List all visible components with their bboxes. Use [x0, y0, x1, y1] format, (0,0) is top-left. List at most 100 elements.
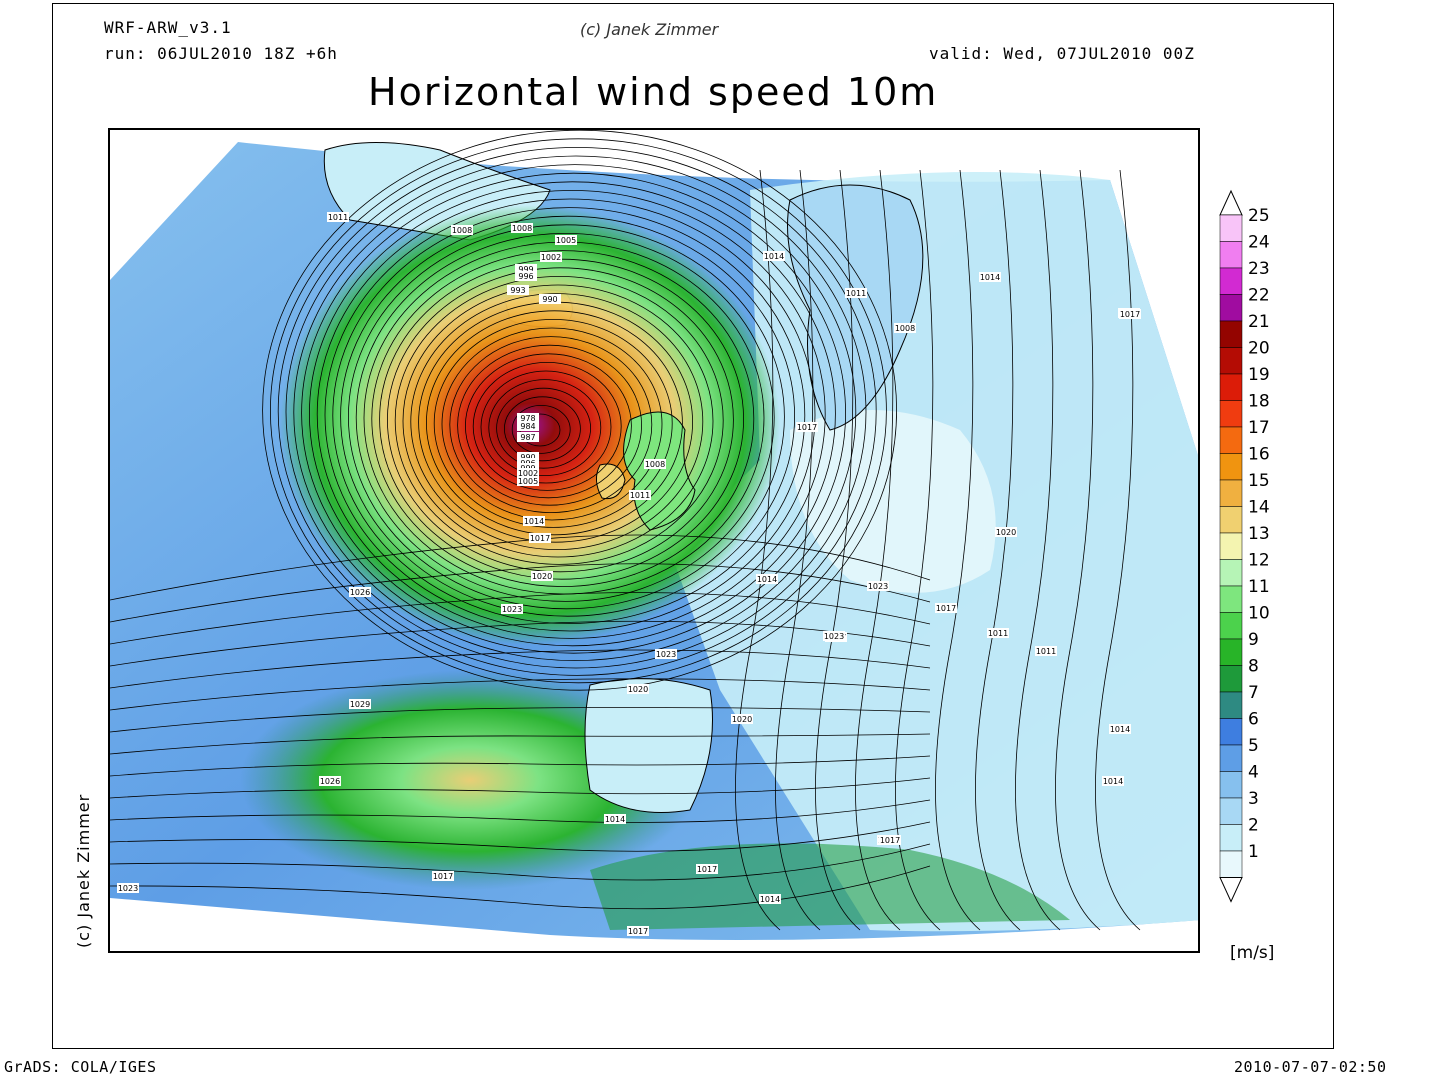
isobar-label: 1014: [1110, 725, 1130, 734]
isobar: [464, 353, 632, 499]
isobar: [449, 336, 653, 514]
isobar: [371, 250, 755, 588]
isobar-label-box: [327, 212, 349, 222]
isobar-label: 1020: [532, 572, 552, 581]
isobar-label-box: [629, 490, 651, 500]
isobar: [269, 138, 887, 684]
isobar-label: 1020: [732, 715, 752, 724]
isobar-label: 1014: [757, 575, 777, 584]
isobar: [262, 130, 897, 691]
isobar-label: 987: [520, 433, 535, 442]
isobar-label-box: [349, 587, 371, 597]
isobar: [110, 707, 931, 733]
isobar-label: 1011: [328, 213, 348, 222]
isobar-label: 1008: [452, 226, 472, 235]
isobar: [308, 181, 836, 647]
isobar-label: 990: [520, 453, 535, 462]
isobar: [855, 169, 901, 931]
isobar-label-box: [501, 604, 523, 614]
footer-timestamp: 2010-07-07-02:50: [1234, 1058, 1387, 1076]
isobar: [433, 318, 673, 528]
isobar: [110, 592, 931, 645]
isobar-label: 1011: [846, 289, 866, 298]
run-info: run: 06JUL2010 18Z +6h: [104, 44, 338, 63]
isobar-label-box: [627, 926, 649, 936]
wind-speed-map: 1011 1008 1008 1005 1002 999 996 993 990 1014 1011…: [108, 128, 1200, 953]
isobar-label: 1008: [645, 460, 665, 469]
isobar: [394, 275, 724, 565]
isobar-label-box: [696, 864, 718, 874]
isobar-label-box: [644, 459, 666, 469]
isobar: [496, 387, 592, 469]
isobar: [110, 755, 931, 777]
isobar-label: 1008: [895, 324, 915, 333]
isobar-label: 1017: [936, 604, 956, 613]
isobar: [895, 169, 941, 931]
isobar-label: 1023: [502, 605, 522, 614]
isobar: [735, 169, 781, 931]
isobar: [425, 310, 683, 536]
isobar: [472, 361, 622, 491]
isobar-label: 999: [518, 265, 533, 274]
isobar: [402, 284, 714, 558]
isobar-label-box: [507, 285, 529, 295]
isobar: [935, 169, 981, 931]
isobar-label: 990: [542, 295, 557, 304]
isobar: [1055, 169, 1101, 931]
isobar-label-box: [319, 776, 341, 786]
isobar-label-box: [763, 251, 785, 261]
isobar-label-box: [517, 468, 539, 478]
isobar-label-box: [517, 476, 539, 486]
isobar: [1015, 169, 1061, 931]
isobar-label-box: [540, 252, 562, 262]
isobar: [110, 799, 931, 823]
isobar-label-box: [823, 631, 845, 641]
isobar-label: 984: [520, 422, 535, 431]
isobar-label: 1014: [764, 252, 784, 261]
isobar-label: 1017: [1120, 310, 1140, 319]
isobar: [410, 293, 704, 551]
isobar: [110, 733, 931, 755]
isobar-label-box: [879, 835, 901, 845]
isobar: [488, 379, 602, 477]
side-copyright: (c) Janek Zimmer: [74, 793, 93, 948]
isobar-label-box: [555, 235, 577, 245]
isobar-label-box: [867, 581, 889, 591]
iberia: [584, 678, 713, 813]
isobar: [110, 777, 931, 799]
isobar-label-box: [515, 271, 537, 281]
isobar: [110, 821, 931, 852]
isobar-label: 996: [518, 272, 533, 281]
isobar-label-box: [517, 421, 539, 431]
isobar-label: 978: [520, 414, 535, 423]
isobar-label: 1023: [868, 582, 888, 591]
isobar-label: 1023: [118, 884, 138, 893]
isobar-label-box: [935, 603, 957, 613]
scandinavia: [787, 184, 924, 431]
isobar: [503, 396, 581, 462]
isobar-label: 1017: [530, 534, 550, 543]
isobar-label-box: [995, 527, 1017, 537]
isobar-label-box: [979, 272, 1001, 282]
isobar-label-box: [517, 452, 539, 462]
isobar-label: 1026: [350, 588, 370, 597]
isobar-label: 1017: [797, 423, 817, 432]
isobar: [110, 678, 931, 711]
isobar-label: 1008: [512, 224, 532, 233]
isobar-label-box: [627, 684, 649, 694]
isobar-label: 1014: [980, 273, 1000, 282]
isobar-label: 1023: [656, 650, 676, 659]
isobar-label-box: [529, 533, 551, 543]
isobar: [355, 232, 775, 602]
isobar-label: 1026: [320, 777, 340, 786]
isobar-label: 1020: [628, 685, 648, 694]
isobar: [110, 620, 931, 667]
isobar-label-box: [1119, 309, 1141, 319]
isobar-label-box: [731, 714, 753, 724]
isobar-label-box: [432, 871, 454, 881]
isobar: [386, 267, 734, 573]
isobar-label-box: [756, 574, 778, 584]
isobar-label: 1017: [628, 927, 648, 936]
